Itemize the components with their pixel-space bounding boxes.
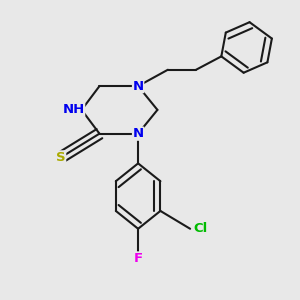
- Text: S: S: [56, 151, 66, 164]
- Text: N: N: [133, 127, 144, 140]
- Text: NH: NH: [62, 103, 85, 116]
- Text: F: F: [134, 252, 143, 265]
- Text: Cl: Cl: [193, 222, 207, 235]
- Text: N: N: [133, 80, 144, 93]
